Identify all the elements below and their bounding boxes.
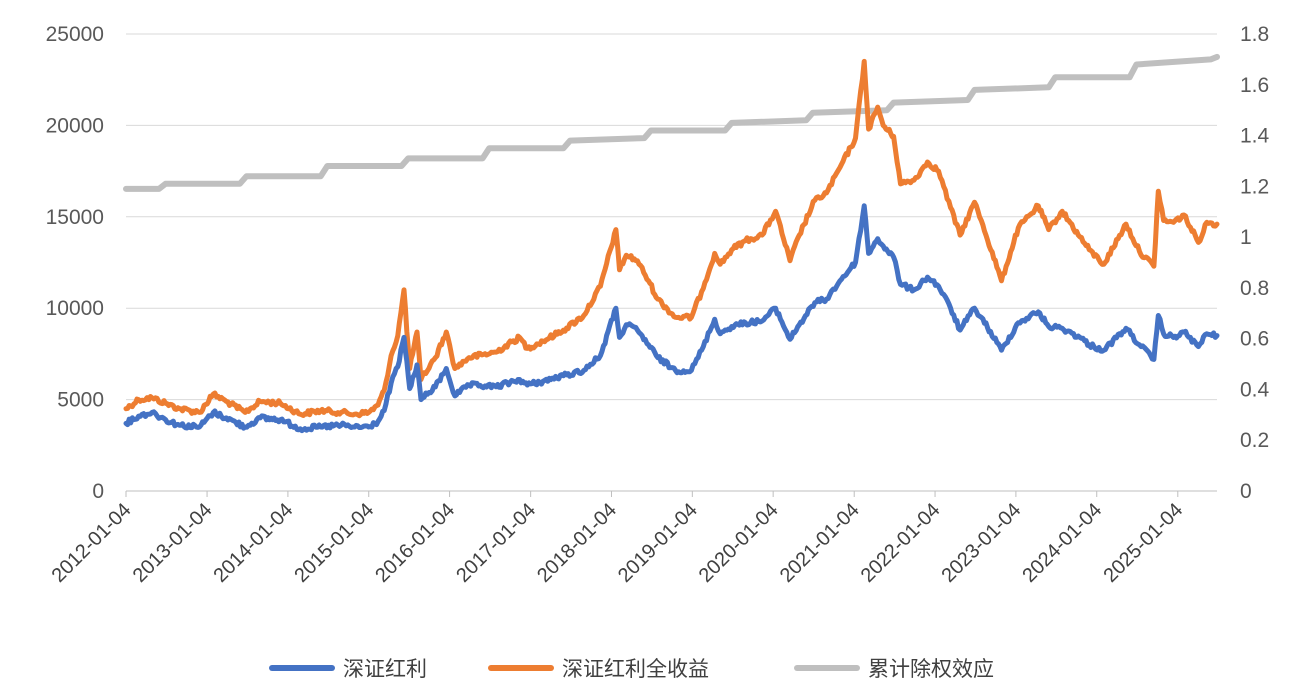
left-tick-label: 20000 [46,114,104,137]
gridlines [126,33,1217,401]
series-line-0 [123,203,1220,434]
left-tick-label: 10000 [46,297,104,320]
right-tick-label: 1.4 [1240,125,1270,148]
left-tick-label: 15000 [46,206,104,229]
right-tick-label: 0.2 [1240,429,1269,452]
right-tick-label: 1 [1240,226,1252,249]
x-tick-label: 2013-01-04 [129,499,217,587]
right-tick-label: 1.2 [1240,175,1269,198]
series-lines [123,53,1220,434]
x-tick-label: 2025-01-04 [1099,499,1187,587]
x-tick-label: 2021-01-04 [776,499,864,587]
legend-label: 深证红利 [343,657,427,681]
legend: 深证红利 深证红利全收益 累计除权效应 [269,657,994,681]
x-tick-label: 2020-01-04 [695,499,783,587]
series-line-2 [123,53,1220,192]
x-tick-label: 2024-01-04 [1018,499,1106,587]
x-tick-label: 2023-01-04 [938,499,1026,587]
right-tick-label: 1.6 [1240,74,1269,97]
right-tick-label: 1.8 [1240,23,1269,46]
right-tick-label: 0.8 [1240,277,1269,300]
x-tick-label: 2015-01-04 [290,499,378,587]
series-line-1 [123,58,1220,419]
x-tick-label: 2022-01-04 [857,499,945,587]
right-tick-label: 0 [1240,480,1252,503]
right-tick-label: 0.6 [1240,328,1269,351]
x-tick-label: 2012-01-04 [48,499,136,587]
right-tick-label: 0.4 [1240,378,1270,401]
x-tick-label: 2019-01-04 [614,499,702,587]
x-tick-label: 2016-01-04 [371,499,459,587]
x-tick-label: 2014-01-04 [210,499,298,587]
x-axis: 2012-01-042013-01-042014-01-042015-01-04… [48,490,1217,587]
left-tick-label: 0 [92,480,104,503]
right-axis-ticks: 0 0.2 0.4 0.6 0.8 1 1.2 1.4 1.6 1.8 [1240,23,1270,503]
legend-label: 深证红利全收益 [562,657,709,681]
x-tick-label: 2018-01-04 [533,499,621,587]
left-tick-label: 5000 [57,389,104,412]
x-tick-label: 2017-01-04 [452,499,540,587]
left-axis-ticks: 0 5000 10000 15000 20000 25000 [46,23,104,503]
left-tick-label: 25000 [46,23,104,46]
legend-label: 累计除权效应 [868,657,994,681]
